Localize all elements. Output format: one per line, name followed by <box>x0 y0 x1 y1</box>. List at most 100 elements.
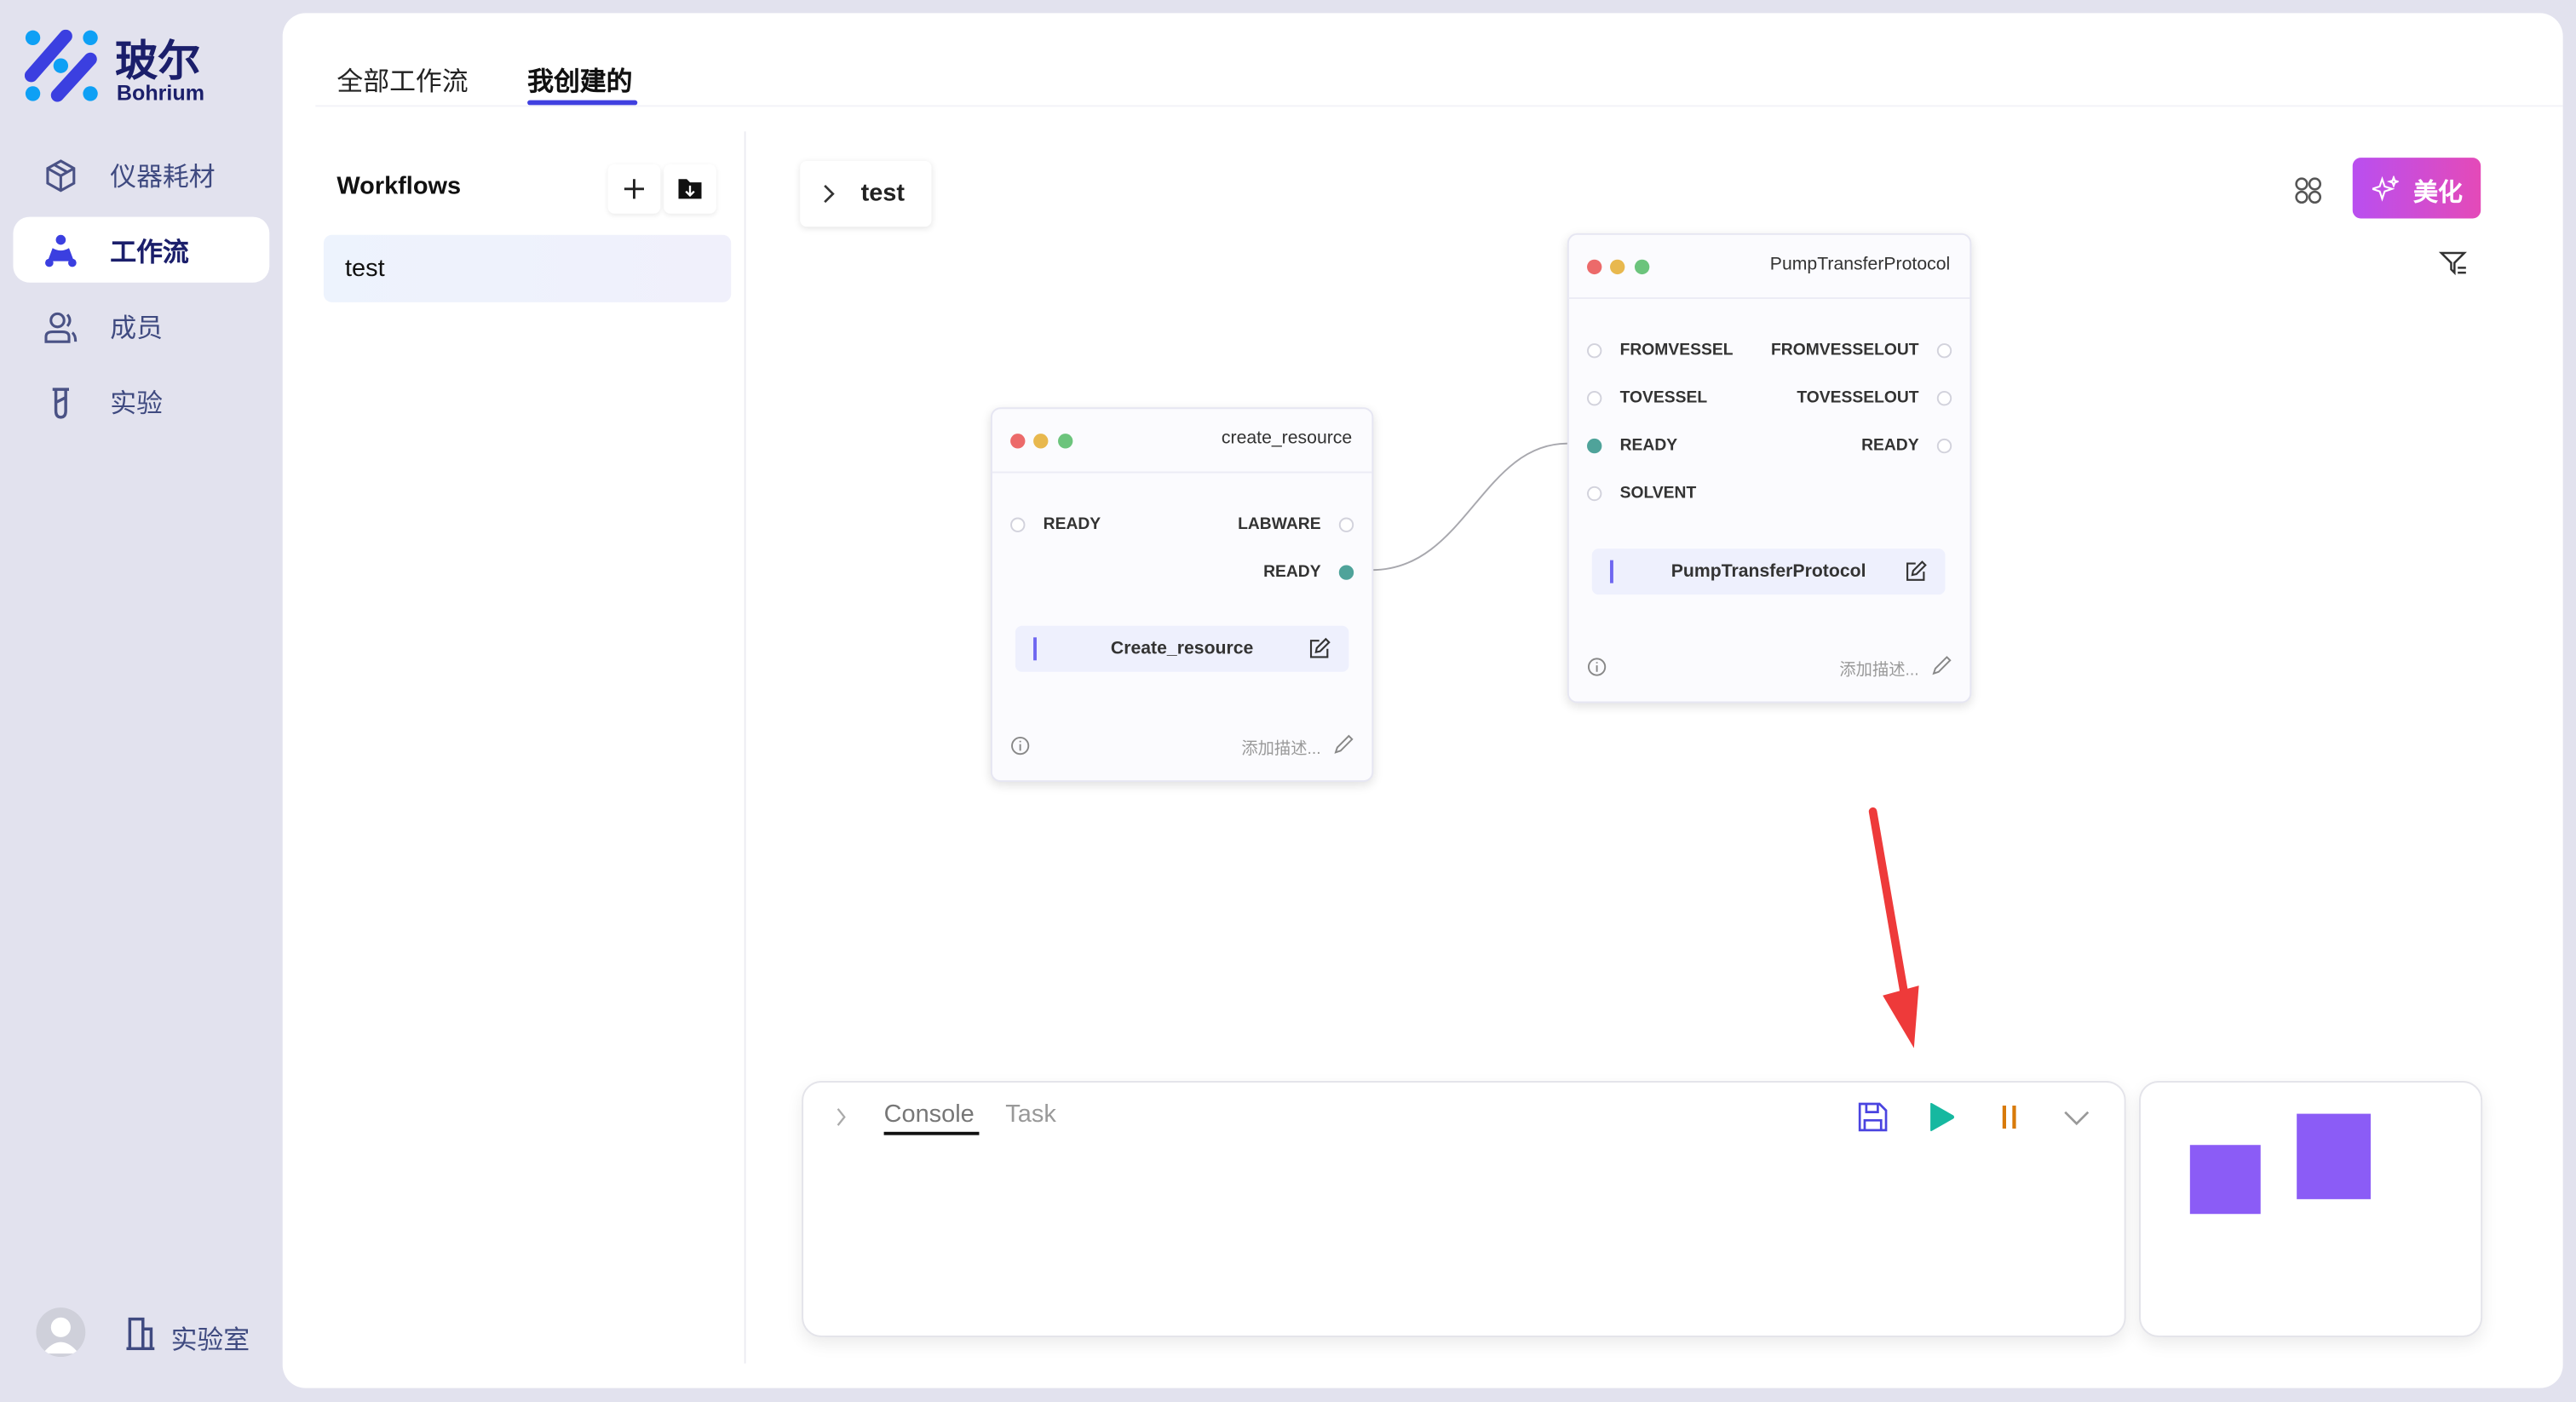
sidebar-item-members[interactable]: 成员 <box>13 292 269 358</box>
input-port[interactable] <box>1010 517 1026 532</box>
sidebar-item-instruments[interactable]: 仪器耗材 <box>13 141 269 207</box>
input-label: SOLVENT <box>1619 484 1697 503</box>
node-name-field[interactable]: Create_resource <box>1015 625 1349 672</box>
close-dot[interactable] <box>1587 259 1602 275</box>
node-name-field[interactable]: PumpTransferProtocol <box>1591 549 1946 595</box>
sidebar-item-label: 仪器耗材 <box>110 164 216 192</box>
input-port[interactable] <box>1587 486 1602 502</box>
output-label: TOVESSELOUT <box>1797 389 1919 408</box>
info-icon[interactable] <box>1587 657 1607 676</box>
sparkle-icon <box>2372 175 2399 202</box>
text-cursor <box>1610 560 1613 583</box>
console-tab-underline <box>883 1131 980 1135</box>
logo <box>24 29 101 102</box>
brand-name-en: Bohrium <box>116 80 205 106</box>
chevron-down-icon[interactable] <box>2060 1100 2093 1134</box>
building-icon <box>126 1317 155 1351</box>
output-label: READY <box>1861 437 1919 456</box>
users-icon <box>44 312 78 343</box>
tab-my-workflows[interactable]: 我创建的 <box>527 69 633 97</box>
minimize-dot[interactable] <box>1610 259 1625 275</box>
main-panel: 全部工作流 我创建的 Workflows test test 美化 create… <box>282 13 2563 1388</box>
node-title: PumpTransferProtocol <box>1769 254 1951 275</box>
workflow-icon <box>45 234 77 267</box>
annotation-arrow-icon <box>1868 807 1919 1049</box>
pause-icon[interactable] <box>1992 1100 2026 1134</box>
output-port[interactable] <box>1936 438 1952 454</box>
node-header[interactable]: create_resource <box>992 409 1372 474</box>
node-title: create_resource <box>1221 428 1353 449</box>
node-name: Create_resource <box>1110 639 1254 659</box>
pencil-icon[interactable] <box>1930 656 1952 677</box>
cube-icon <box>46 159 76 192</box>
minimap[interactable] <box>2139 1081 2483 1337</box>
plus-icon <box>624 179 645 199</box>
breadcrumb-label: test <box>860 179 906 208</box>
sidebar-item-workflow[interactable]: 工作流 <box>13 216 270 283</box>
output-label: LABWARE <box>1238 515 1321 534</box>
output-port[interactable] <box>1338 517 1354 532</box>
workflow-list-item[interactable]: test <box>323 234 732 302</box>
minimize-dot[interactable] <box>1033 434 1049 449</box>
add-workflow-button[interactable] <box>608 164 661 214</box>
panel-divider <box>744 131 746 1364</box>
tab-console[interactable]: Console <box>883 1100 975 1129</box>
test-tube-icon <box>52 388 70 419</box>
input-port[interactable] <box>1587 343 1602 359</box>
node-create-resource[interactable]: create_resource READY LABWARE READY Crea… <box>990 407 1374 783</box>
chevron-right-icon <box>824 184 835 204</box>
expand-dot[interactable] <box>1634 259 1650 275</box>
save-icon[interactable] <box>1856 1100 1889 1134</box>
tab-task[interactable]: Task <box>1005 1100 1056 1129</box>
node-name: PumpTransferProtocol <box>1670 561 1866 582</box>
lab-link[interactable]: 实验室 <box>170 1327 250 1356</box>
tab-all-workflows[interactable]: 全部工作流 <box>336 69 469 97</box>
expand-dot[interactable] <box>1058 434 1073 449</box>
workflows-title: Workflows <box>336 172 462 201</box>
chevron-right-icon[interactable] <box>831 1106 851 1129</box>
breadcrumb[interactable]: test <box>800 161 932 227</box>
minimap-node <box>2189 1145 2261 1215</box>
layout-grid-icon[interactable] <box>2291 174 2325 207</box>
edit-icon[interactable] <box>1308 637 1331 660</box>
play-icon[interactable] <box>1923 1100 1957 1134</box>
info-icon[interactable] <box>1010 736 1030 756</box>
filter-icon[interactable] <box>2438 248 2468 278</box>
close-dot[interactable] <box>1010 434 1026 449</box>
minimap-node <box>2297 1113 2371 1199</box>
brand-name-cn: 玻尔 <box>115 36 201 86</box>
folder-download-icon <box>678 179 702 199</box>
beautify-button[interactable]: 美化 <box>2352 158 2481 219</box>
input-port-connected[interactable] <box>1587 438 1602 454</box>
user-avatar-icon <box>43 1317 79 1354</box>
input-label: FROMVESSEL <box>1619 342 1734 360</box>
bohrium-logo-icon <box>24 29 98 102</box>
beautify-label: 美化 <box>2413 179 2464 208</box>
node-header[interactable]: PumpTransferProtocol <box>1568 235 1970 300</box>
node-pump-transfer-protocol[interactable]: PumpTransferProtocol FROMVESSEL FROMVESS… <box>1567 233 1972 704</box>
import-workflow-button[interactable] <box>664 164 716 214</box>
input-port[interactable] <box>1587 391 1602 406</box>
description-placeholder[interactable]: 添加描述... <box>1241 740 1321 760</box>
edit-icon[interactable] <box>1904 560 1927 583</box>
output-port[interactable] <box>1936 343 1952 359</box>
workflow-list-item-label: test <box>345 254 385 283</box>
output-port[interactable] <box>1936 391 1952 406</box>
sidebar-item-label: 工作流 <box>110 239 189 268</box>
sidebar-item-label: 成员 <box>110 315 163 344</box>
edge-connection <box>1371 442 1567 572</box>
pencil-icon[interactable] <box>1332 734 1354 756</box>
output-port-connected[interactable] <box>1338 565 1354 580</box>
description-placeholder[interactable]: 添加描述... <box>1839 662 1919 681</box>
sidebar-item-label: 实验 <box>110 391 163 419</box>
tabs-divider <box>315 105 2563 107</box>
output-label: FROMVESSELOUT <box>1771 342 1919 360</box>
input-label: READY <box>1043 515 1101 534</box>
console-panel: Console Task <box>802 1081 2126 1337</box>
output-label: READY <box>1263 563 1321 582</box>
text-cursor <box>1033 637 1037 661</box>
sidebar-item-experiments[interactable]: 实验 <box>13 368 269 434</box>
input-label: READY <box>1619 437 1678 456</box>
input-label: TOVESSEL <box>1619 389 1708 408</box>
avatar[interactable] <box>36 1307 86 1358</box>
